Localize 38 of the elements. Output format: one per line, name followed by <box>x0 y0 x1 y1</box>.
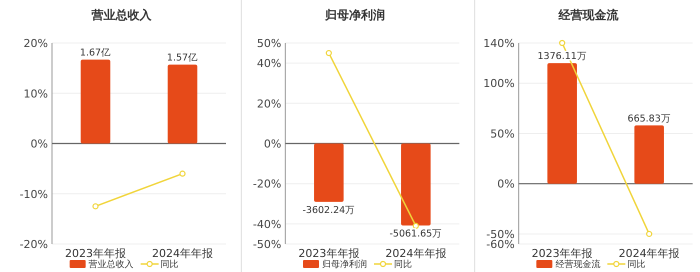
y-tick-label: 50% <box>256 37 282 50</box>
x-tick-label: 2023年年报 <box>298 247 360 260</box>
y-tick-label: 50% <box>490 127 515 140</box>
y-tick-label: 100% <box>483 77 515 90</box>
data-label: -3602.24万 <box>302 204 356 216</box>
legend-label: 经营现金流 <box>555 259 600 270</box>
legend-label: 同比 <box>627 259 646 270</box>
y-tick-label: -10% <box>20 188 48 201</box>
data-label: 1.67亿 <box>80 48 112 59</box>
y-tick-label: -50% <box>252 238 282 251</box>
y-tick-label: 40% <box>256 57 282 70</box>
y-tick-label: -20% <box>252 178 282 191</box>
x-tick-label: 2024年年报 <box>618 247 680 260</box>
y-tick-label: -60% <box>486 238 515 251</box>
y-tick-label: 0% <box>497 178 515 191</box>
legend-label: 归母净利润 <box>322 259 367 270</box>
legend-label: 同比 <box>160 259 179 270</box>
data-label: -5061.65万 <box>389 228 442 240</box>
x-tick-label: 2024年年报 <box>152 247 213 260</box>
chart-title: 经营现金流 <box>557 8 620 22</box>
legend-label: 同比 <box>394 259 412 270</box>
y-tick-label: -50% <box>486 228 515 241</box>
y-tick-label: 0% <box>30 138 48 150</box>
x-tick-label: 2023年年报 <box>65 247 126 260</box>
y-tick-label: 20% <box>256 97 282 110</box>
y-tick-label: 20% <box>24 37 48 50</box>
x-tick-label: 2024年年报 <box>385 247 446 260</box>
y-tick-label: -20% <box>20 238 48 251</box>
chart-title: 归母净利润 <box>324 8 385 22</box>
y-tick-label: -40% <box>252 218 282 231</box>
legend-label: 营业总收入 <box>88 259 134 270</box>
data-label: 665.83万 <box>628 113 671 124</box>
y-tick-label: 0% <box>264 138 282 150</box>
y-tick-label: 10% <box>24 87 48 100</box>
y-tick-label: 140% <box>483 37 515 50</box>
data-label: 1.57亿 <box>166 52 198 64</box>
x-tick-label: 2023年年报 <box>532 247 593 260</box>
chart-title: 营业总收入 <box>90 8 153 22</box>
